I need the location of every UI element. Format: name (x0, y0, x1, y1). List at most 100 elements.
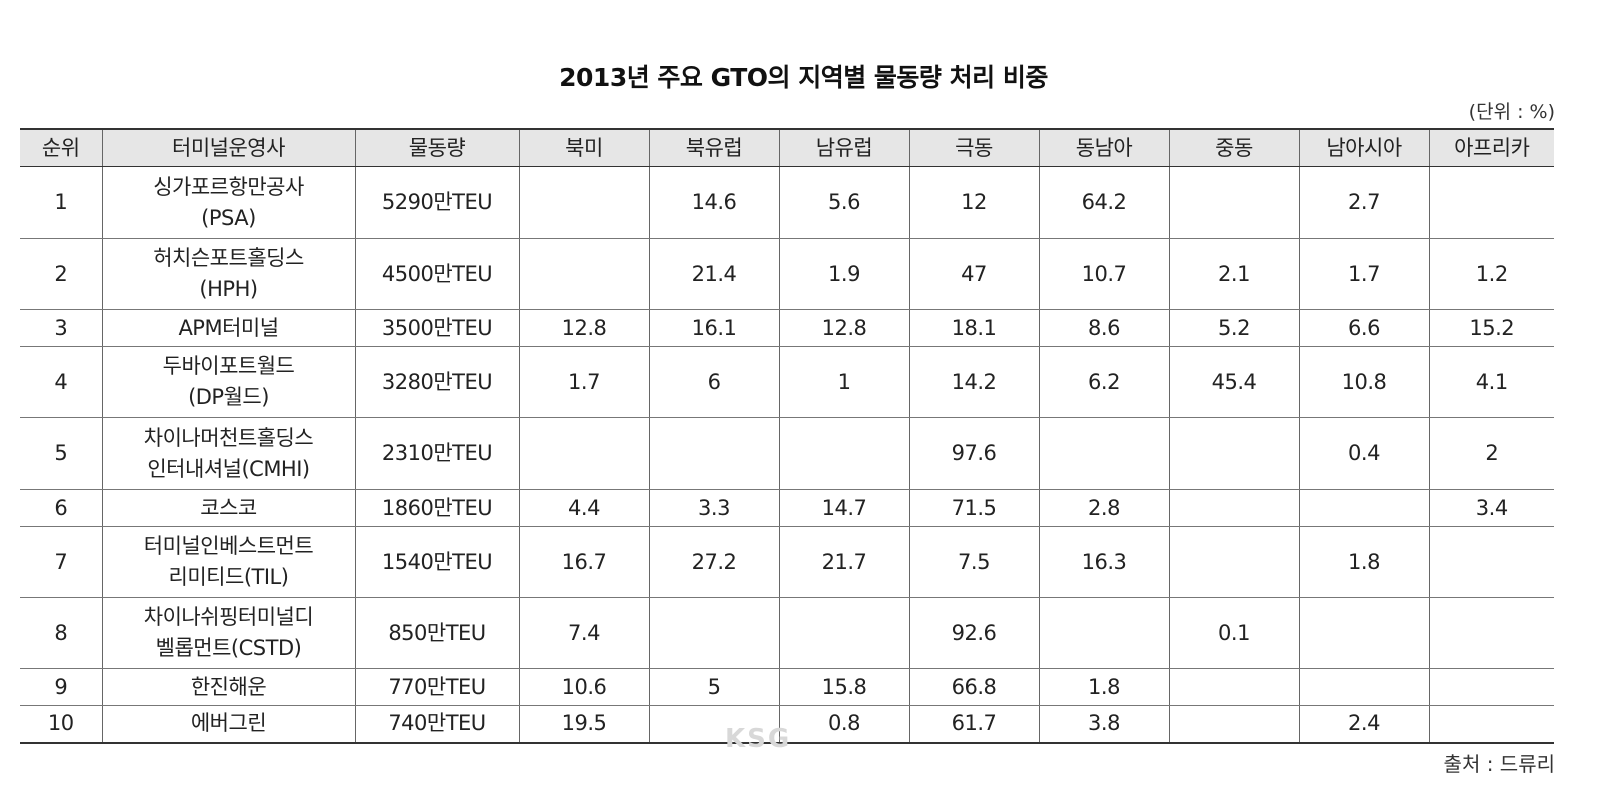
share-cell: 3.4 (1428, 489, 1554, 527)
share-cell (1428, 166, 1554, 239)
volume-cell: 1860만TEU (354, 489, 519, 527)
share-cell: 4.4 (518, 489, 649, 527)
share-cell: 7.5 (908, 526, 1039, 598)
share-cell (1298, 489, 1429, 527)
share-cell: 92.6 (908, 597, 1039, 669)
volume-cell: 3500만TEU (354, 309, 519, 347)
operator-name-line: 에버그린 (190, 711, 267, 736)
share-cell (648, 417, 779, 490)
header-africa: 아프리카 (1428, 128, 1554, 167)
share-cell: 2 (1428, 417, 1554, 490)
header-far-east: 극동 (908, 128, 1039, 167)
operator-name-line: (HPH) (199, 277, 258, 301)
share-cell: 64.2 (1038, 166, 1169, 239)
share-cell: 15.8 (778, 668, 909, 706)
share-cell: 16.3 (1038, 526, 1169, 598)
share-cell: 1.8 (1038, 668, 1169, 706)
rank-cell: 3 (20, 309, 102, 347)
share-cell: 10.7 (1038, 238, 1169, 310)
volume-cell: 1540만TEU (354, 526, 519, 598)
operator-name-line: 벨롭먼트(CSTD) (155, 636, 302, 660)
operator-cell: 한진해운 (101, 668, 355, 706)
share-cell: 15.2 (1428, 309, 1554, 347)
operator-cell: 코스코 (101, 489, 355, 527)
share-cell (1168, 417, 1299, 490)
operator-name-line: 두바이포트월드 (162, 354, 295, 378)
operator-name-line: 싱가포르항만공사 (153, 174, 304, 199)
share-cell: 12.8 (778, 309, 909, 347)
operator-name-line: 한진해운 (190, 674, 267, 699)
operator-cell: 에버그린 (101, 705, 355, 744)
share-cell (518, 417, 649, 490)
share-cell (1168, 668, 1299, 706)
share-cell (648, 597, 779, 669)
share-cell: 18.1 (908, 309, 1039, 347)
share-cell: 21.4 (648, 238, 779, 310)
share-cell: 21.7 (778, 526, 909, 598)
share-cell (1038, 597, 1169, 669)
share-cell: 1.2 (1428, 238, 1554, 310)
share-cell: 6.6 (1298, 309, 1429, 347)
rank-cell: 10 (20, 705, 102, 744)
share-cell (648, 705, 779, 744)
operator-name-line: 코스코 (200, 495, 257, 520)
operator-name-line: 터미널인베스트먼트 (143, 534, 314, 558)
share-cell: 8.6 (1038, 309, 1169, 347)
share-cell: 10.6 (518, 668, 649, 706)
share-cell (1428, 597, 1554, 669)
share-cell: 1.8 (1298, 526, 1429, 598)
share-cell (1038, 417, 1169, 490)
share-cell: 5 (648, 668, 779, 706)
table-row: 1 싱가포르항만공사 (PSA) 5290만TEU 14.6 5.6 12 64.2 2.7 (20, 166, 1554, 239)
table-row: 2 허치슨포트홀딩스 (HPH) 4500만TEU 21.4 1.9 47 10.7 2.1 1.… (20, 238, 1554, 310)
header-north-europe: 북유럽 (648, 128, 779, 167)
table-title: 2013년 주요 GTO의 지역별 물동량 처리 비중 (559, 63, 1048, 92)
rank-cell: 4 (20, 346, 102, 418)
share-cell: 47 (908, 238, 1039, 310)
operator-name-line: 리미티드(TIL) (168, 565, 289, 589)
share-cell: 45.4 (1168, 346, 1299, 418)
share-cell (1168, 526, 1299, 598)
share-cell (1298, 597, 1429, 669)
share-cell: 71.5 (908, 489, 1039, 527)
watermark: KSG (725, 724, 792, 754)
share-cell: 0.4 (1298, 417, 1429, 490)
share-cell: 1 (778, 346, 909, 418)
header-north-america: 북미 (518, 128, 649, 167)
header-southeast-asia: 동남아 (1038, 128, 1169, 167)
table-row: 3 APM터미널 3500만TEU 12.8 16.1 12.8 18.1 8.6 5.2 6.6… (20, 309, 1554, 347)
share-cell: 5.2 (1168, 309, 1299, 347)
operator-name-line: (PSA) (201, 205, 256, 230)
operator-cell: APM터미널 (101, 309, 355, 347)
operator-name-line: 차이나머천트홀딩스 (143, 425, 314, 450)
operator-cell: 허치슨포트홀딩스 (HPH) (101, 238, 355, 310)
share-cell (1168, 166, 1299, 239)
operator-name-line: APM터미널 (178, 315, 279, 340)
volume-cell: 770만TEU (354, 668, 519, 706)
share-cell (518, 166, 649, 239)
volume-cell: 5290만TEU (354, 166, 519, 239)
share-cell: 19.5 (518, 705, 649, 744)
share-cell: 12 (908, 166, 1039, 239)
header-row: 순위 터미널운영사 물동량 북미 북유럽 남유럽 극동 동남아 중동 남아시아 … (20, 128, 1554, 167)
rank-cell: 2 (20, 238, 102, 310)
unit-note: (단위 : %) (1468, 101, 1555, 123)
share-cell: 0.8 (778, 705, 909, 744)
share-cell: 3.8 (1038, 705, 1169, 744)
volume-cell: 3280만TEU (354, 346, 519, 418)
share-cell: 1.9 (778, 238, 909, 310)
operator-name-line: 허치슨포트홀딩스 (153, 246, 304, 270)
operator-cell: 차이나쉬핑터미널디 벨롭먼트(CSTD) (101, 597, 355, 669)
share-cell (1428, 668, 1554, 706)
volume-cell: 4500만TEU (354, 238, 519, 310)
share-cell (1168, 705, 1299, 744)
header-south-europe: 남유럽 (778, 128, 909, 167)
share-cell: 16.1 (648, 309, 779, 347)
table-row: 4 두바이포트월드 (DP월드) 3280만TEU 1.7 6 1 14.2 6.2 45.4 10… (20, 346, 1554, 418)
table-row: 6 코스코 1860만TEU 4.4 3.3 14.7 71.5 2.8 3.4 (20, 489, 1554, 527)
operator-cell: 차이나머천트홀딩스 인터내셔널(CMHI) (101, 417, 355, 490)
header-middle-east: 중동 (1168, 128, 1299, 167)
share-cell: 2.8 (1038, 489, 1169, 527)
operator-cell: 싱가포르항만공사 (PSA) (101, 166, 355, 239)
